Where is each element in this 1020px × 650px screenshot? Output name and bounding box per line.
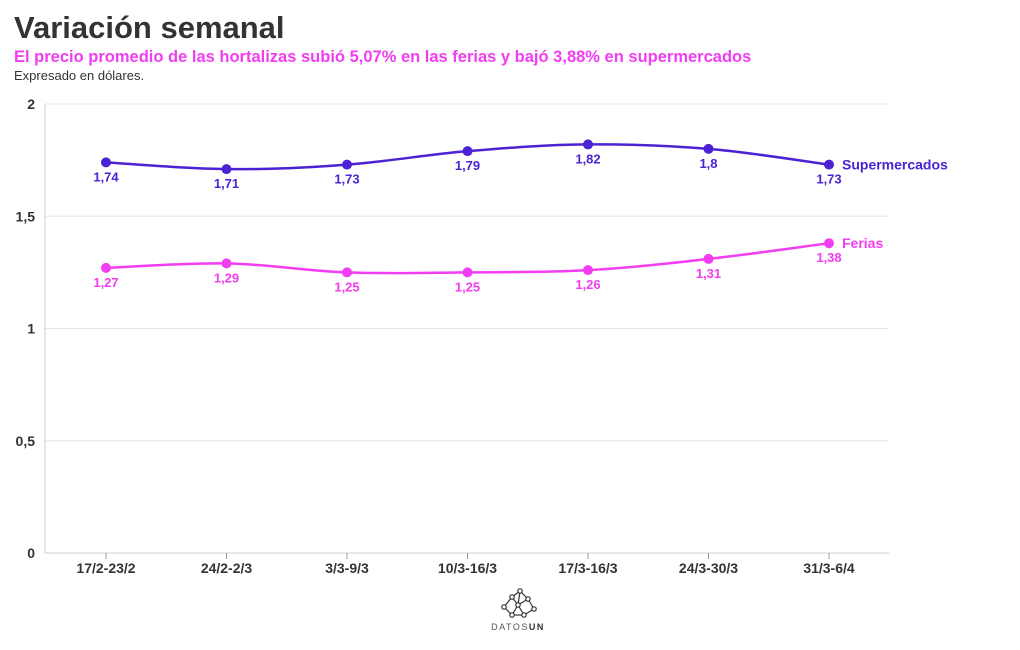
data-label: 1,71 xyxy=(214,176,239,191)
chart-title: Variación semanal xyxy=(14,10,285,45)
data-point xyxy=(824,159,834,170)
data-label: 1,31 xyxy=(696,266,721,281)
data-label: 1,79 xyxy=(455,158,480,173)
data-point xyxy=(583,139,593,150)
x-tick-label: 31/3-6/4 xyxy=(803,560,855,576)
network-graph-icon xyxy=(501,588,537,618)
logo-text: DATOSUN xyxy=(491,622,545,632)
x-tick-label: 10/3-16/3 xyxy=(438,560,497,576)
data-point xyxy=(583,265,593,276)
x-tick-label: 3/3-9/3 xyxy=(325,560,369,576)
data-point xyxy=(703,253,714,264)
data-label: 1,25 xyxy=(455,279,480,294)
y-tick-label: 1,5 xyxy=(16,208,36,224)
chart-note: Expresado en dólares. xyxy=(14,68,145,83)
data-label: 1,38 xyxy=(816,250,841,265)
data-label: 1,8 xyxy=(699,156,717,171)
y-tick-label: 1 xyxy=(27,321,35,337)
x-tick-label: 17/2-23/2 xyxy=(76,560,135,576)
data-label: 1,82 xyxy=(575,151,600,166)
x-tick-label: 24/2-2/3 xyxy=(201,560,253,576)
data-point xyxy=(342,159,352,170)
data-point xyxy=(824,238,834,249)
x-axis: 17/2-23/2 24/2-2/3 3/3-9/3 10/3-16/3 17/3-16… xyxy=(45,552,889,576)
series-label: Supermercados xyxy=(842,157,948,173)
series-label: Ferias xyxy=(842,235,883,251)
data-point xyxy=(221,258,232,269)
data-point xyxy=(703,143,714,154)
data-label: 1,73 xyxy=(334,172,359,187)
series-group: 1,74 1,71 1,731,79 1,82 1,81,73Supermercados… xyxy=(93,139,948,294)
data-label: 1,74 xyxy=(93,169,119,184)
data-label: 1,25 xyxy=(334,279,359,294)
data-label: 1,73 xyxy=(816,172,841,187)
y-tick-label: 2 xyxy=(27,96,35,112)
y-axis: 0 0,5 1 1,5 2 xyxy=(16,96,46,561)
data-label: 1,27 xyxy=(93,275,118,290)
data-point xyxy=(101,262,111,273)
data-point xyxy=(462,146,473,157)
data-point xyxy=(221,164,232,175)
chart-subtitle: El precio promedio de las hortalizas sub… xyxy=(14,48,752,66)
data-point xyxy=(342,267,352,278)
data-label: 1,29 xyxy=(214,270,239,285)
y-tick-label: 0,5 xyxy=(16,433,36,449)
x-tick-label: 24/3-30/3 xyxy=(679,560,738,576)
data-point xyxy=(462,267,473,278)
data-label: 1,26 xyxy=(575,277,600,292)
x-tick-label: 17/3-16/3 xyxy=(558,560,617,576)
y-tick-label: 0 xyxy=(27,545,35,561)
data-point xyxy=(101,157,111,168)
datosun-logo: DATOSUN xyxy=(490,587,546,632)
